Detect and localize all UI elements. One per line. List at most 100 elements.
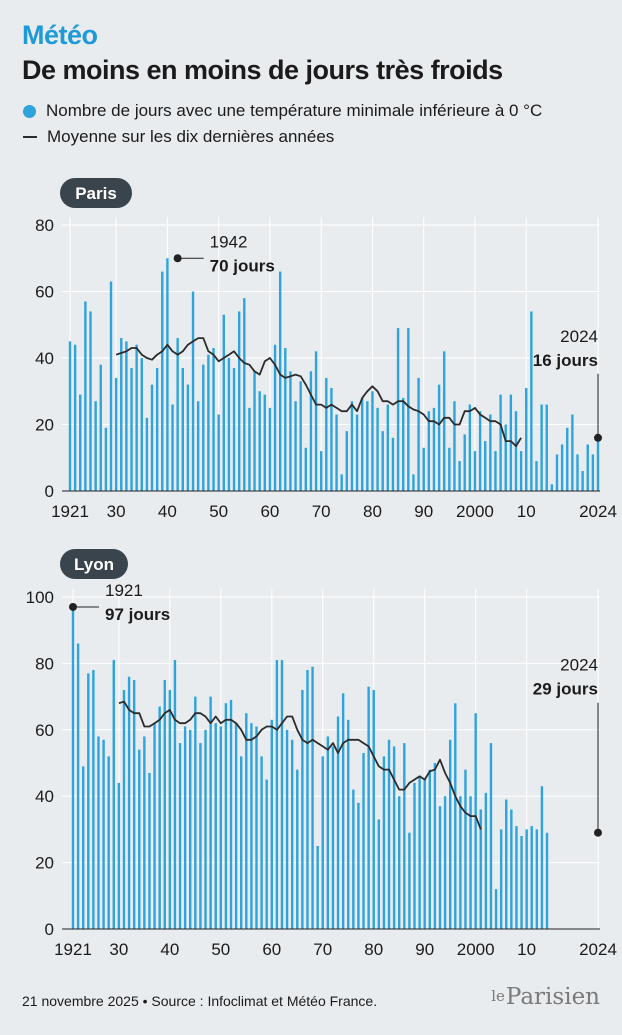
chart-paris-bar [258,391,261,491]
chart-paris-bar [407,328,410,491]
chart-paris-bar [73,344,77,491]
chart-lyon-bar [443,796,447,929]
chart-paris-bar [304,447,308,491]
chart-paris-bar [330,387,333,491]
chart-paris-title: Paris [75,184,117,203]
chart-paris-bar [319,451,323,491]
chart-paris-xtick-label: 30 [107,502,126,521]
chart-lyon-bar [81,766,85,929]
chart-lyon-bar [459,796,462,929]
chart-paris-bar [581,471,584,491]
chart-lyon-bar [178,743,182,929]
chart-paris-bar [299,381,302,491]
chart-lyon-bar [535,829,539,929]
chart-lyon-bar [153,723,156,929]
chart-paris-bar [314,351,318,491]
chart-paris-bar [181,367,184,491]
chart-paris-bar [376,407,379,491]
chart-lyon-bar [107,756,110,929]
chart-paris-bar [458,461,461,491]
chart-paris-ytick-label: 80 [35,216,54,235]
chart-lyon-title-pill [60,549,128,579]
chart-lyon-bar [505,799,508,929]
chart-paris-bar [555,454,559,491]
chart-lyon-bar [306,670,309,929]
chart-paris-bar [381,431,384,491]
chart-lyon-bar [250,723,253,929]
chart-paris-bars [68,258,600,491]
chart-lyon-bar [224,703,228,929]
chart-lyon-bar [545,832,549,929]
chart-paris-annotation-2024-dot [594,433,602,442]
chart-lyon: Lyon 0 20 40 60 80 100 1921 30 40 50 60 70 80 90 2000 10… [0,543,622,975]
chart-paris-bar [125,341,128,491]
chart-lyon-bar [387,739,391,929]
chart-paris-annotation-2024-value: 16 jours [533,351,598,370]
chart-lyon-bar [76,643,80,929]
chart-paris-annotation-1942-label: 1942 [210,232,248,251]
chart-paris-bar [504,424,507,491]
chart-paris-bar [232,367,236,491]
chart-lyon-bar [285,729,289,929]
chart-lyon-ytick-label: 60 [35,721,54,740]
chart-lyon-bar [301,689,304,929]
chart-paris-bar [402,397,405,491]
chart-paris-annotation-2024-label: 2024 [560,327,598,346]
legend-dot-icon [23,104,36,118]
chart-paris-xtick-label: 90 [414,502,433,521]
chart-lyon-bar [290,739,294,929]
chart-paris-bar [335,414,338,491]
chart-lyon-bar [138,749,141,929]
chart-paris-bar [514,411,518,491]
chart-paris-bar [284,348,287,491]
chart-paris-bar [325,377,328,491]
chart-lyon-bar [296,769,299,929]
chart-paris-bar [535,461,538,491]
chart-lyon-xtick-label: 30 [109,940,128,959]
legend-item-line: Moyenne sur les dix dernières années [22,124,542,150]
chart-paris-bar [89,311,92,491]
chart-paris-bar [525,387,528,491]
kicker: Météo [22,20,98,50]
chart-lyon-bar [403,743,406,929]
chart-paris-bar [212,348,215,491]
chart-paris-svg: Paris 0 20 40 60 80 1921 30 40 50 60 70 80 90 2000 10 20… [35,178,617,521]
chart-paris-bar [253,371,256,491]
chart-paris-bar [243,298,246,491]
chart-paris-bar [596,437,600,491]
chart-paris-bar [530,311,533,491]
chart-paris-bar [478,411,482,491]
chart-paris-bar [571,414,574,491]
chart-paris-xtick-label: 70 [312,502,331,521]
chart-lyon-bar [87,673,90,929]
chart-paris-bar [560,444,564,491]
chart-lyon-bar [204,729,207,929]
chart-paris-bar [340,474,343,491]
chart-paris-bar [345,431,349,491]
chart-lyon-bar [525,829,528,929]
chart-paris-bar [550,484,554,491]
chart-lyon-bars [71,606,549,929]
chart-paris-xtick-label: 40 [158,502,177,521]
chart-paris-ytick-label: 20 [35,416,54,435]
chart-paris-average-line [115,337,522,448]
chart-lyon-annotation-1921-dot [69,602,77,611]
chart-paris-bar [191,291,195,491]
chart-lyon-bar [214,723,217,929]
legend-label-line: Moyenne sur les dix dernières années [47,127,335,146]
logo: leParisien [491,984,600,1010]
chart-lyon-xtick-label: 2024 [579,940,617,959]
chart-paris-bar [396,328,400,491]
chart-lyon-annotation-2024-dot [594,828,602,837]
chart-lyon-bar [454,703,457,929]
chart-paris-bar [576,454,579,491]
chart-paris-bar [473,451,477,491]
chart-lyon-bar [540,786,544,929]
chart-lyon-bar [158,706,161,929]
chart-paris-bar [171,404,174,491]
chart-paris-bar [463,434,466,491]
chart-paris-bar [161,271,164,491]
chart-lyon-bar [234,723,238,929]
chart-lyon-bar [484,792,488,929]
chart-paris-bar [443,351,446,491]
